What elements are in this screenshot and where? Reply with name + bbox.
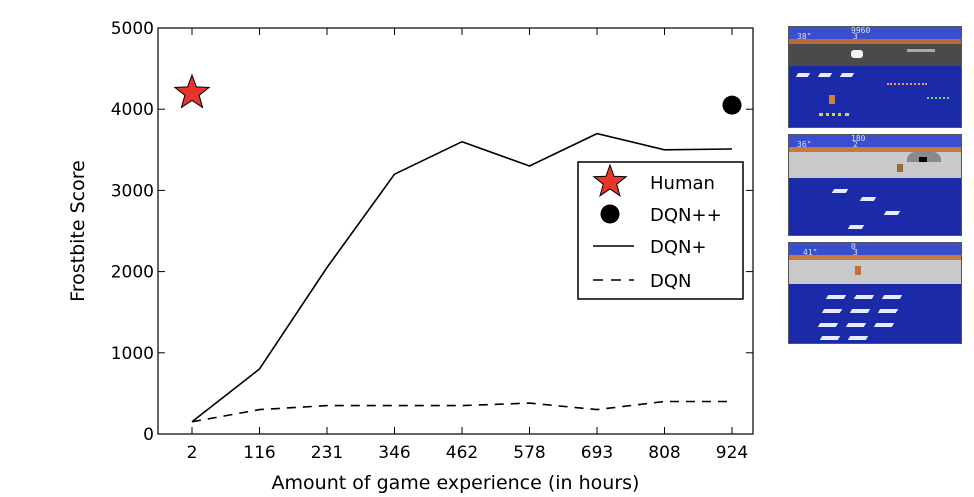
x-tick-label: 462 xyxy=(446,443,478,463)
legend-label: DQN+ xyxy=(650,237,707,258)
game-screenshots: 9960 38" 3 180 36" 2 xyxy=(788,26,962,350)
x-tick-label: 116 xyxy=(243,443,275,463)
legend: Human DQN++ DQN+ DQN xyxy=(577,161,744,300)
hud-lives: 2 xyxy=(853,140,858,149)
hud-lives: 3 xyxy=(853,248,858,257)
shore-stripe xyxy=(789,147,961,152)
hud-score: 0 xyxy=(851,242,856,251)
frostbite-screenshot-1: 9960 38" 3 xyxy=(788,26,962,128)
light-shore xyxy=(789,260,961,284)
hud-timer: 41" xyxy=(803,248,818,257)
x-tick-label: 578 xyxy=(513,443,545,463)
dark-shore xyxy=(789,44,961,66)
hud-timer: 38" xyxy=(797,32,812,41)
x-tick-label: 346 xyxy=(378,443,410,463)
crabs-icon xyxy=(887,83,927,90)
dqn-plus-plus-marker xyxy=(722,95,742,115)
game-hud: 180 36" 2 xyxy=(789,134,961,149)
y-tick-label: 0 xyxy=(143,425,154,445)
y-axis-label: Frostbite Score xyxy=(67,160,89,302)
legend-star-icon xyxy=(592,163,628,197)
frostbite-screenshot-3: 0 41" 3 xyxy=(788,242,962,344)
polar-bear-icon xyxy=(851,50,863,58)
game-hud: 9960 38" 3 xyxy=(789,26,961,41)
y-tick-label: 4000 xyxy=(111,100,154,120)
player-icon xyxy=(897,164,903,172)
y-tick-label: 1000 xyxy=(111,344,154,364)
x-axis: 2 116 231 346 462 578 693 808 924 xyxy=(187,28,748,463)
series-line-dqn xyxy=(191,400,732,423)
x-tick-label: 808 xyxy=(648,443,680,463)
human-star-marker xyxy=(173,73,211,109)
y-axis: 0 1000 2000 3000 4000 5000 xyxy=(111,19,753,445)
y-tick-label: 2000 xyxy=(111,263,154,283)
player-icon xyxy=(829,95,835,104)
y-tick-label: 3000 xyxy=(111,181,154,201)
fish-icon xyxy=(927,97,949,102)
legend-label: Human xyxy=(650,173,715,194)
frostbite-screenshot-2: 180 36" 2 xyxy=(788,134,962,236)
x-tick-label: 924 xyxy=(716,443,748,463)
shore-stripe xyxy=(789,39,961,44)
igloo-door-icon xyxy=(919,157,927,162)
points-layer xyxy=(173,73,742,115)
hud-lives: 3 xyxy=(853,32,858,41)
player-icon xyxy=(855,266,861,275)
legend-label: DQN xyxy=(650,271,692,292)
hud-score: 180 xyxy=(851,134,866,143)
hud-timer: 36" xyxy=(797,140,812,149)
light-shore xyxy=(789,152,961,178)
plot-frame xyxy=(157,27,754,435)
x-tick-label: 231 xyxy=(311,443,343,463)
game-hud: 0 41" 3 xyxy=(789,242,961,257)
clams-icon xyxy=(819,113,849,120)
x-tick-label: 2 xyxy=(187,443,198,463)
x-tick-label: 693 xyxy=(581,443,613,463)
series-line-dqn- xyxy=(191,132,733,423)
y-tick-label: 5000 xyxy=(111,19,154,39)
legend-label: DQN++ xyxy=(650,205,722,226)
legend-circle-icon xyxy=(600,204,620,224)
x-axis-label: Amount of game experience (in hours) xyxy=(272,472,640,494)
hud-score: 9960 xyxy=(851,26,871,35)
series-layer xyxy=(191,132,733,423)
igloo-bar-icon xyxy=(907,49,935,52)
shore-stripe xyxy=(789,255,961,260)
